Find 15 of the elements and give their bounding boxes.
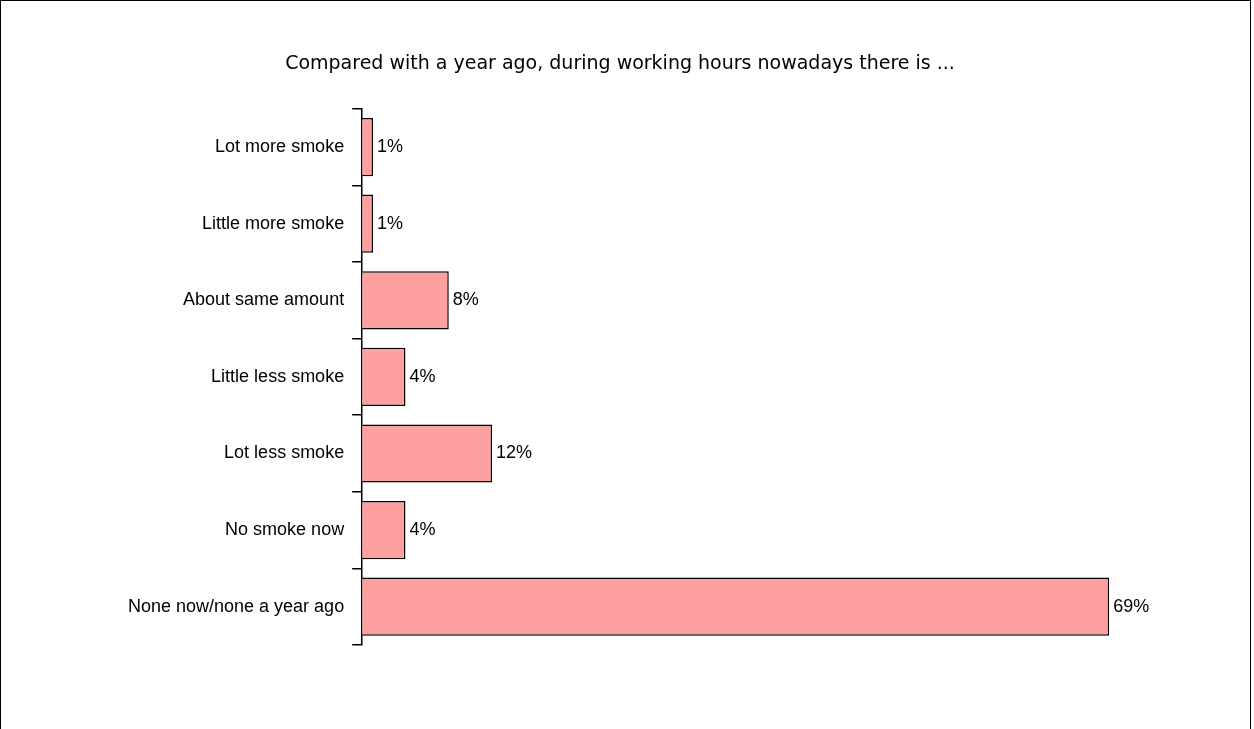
y-tick-label: No smoke now	[225, 519, 346, 540]
data-label: 4%	[409, 519, 436, 540]
y-tick-label: Lot less smoke	[224, 442, 345, 463]
chart-title: Compared with a year ago, during working hours nowadays there is ...	[285, 51, 955, 74]
y-tick-label: Lot more smoke	[215, 136, 345, 157]
data-label: 4%	[409, 365, 436, 386]
data-label: 1%	[376, 136, 403, 157]
y-tick-label: Little less smoke	[211, 365, 345, 386]
y-tick-label: Little more smoke	[202, 212, 345, 233]
data-label: 8%	[452, 289, 479, 310]
data-label: 12%	[496, 442, 533, 463]
data-label: 69%	[1113, 595, 1150, 616]
data-label: 1%	[376, 212, 403, 233]
y-tick-label: About same amount	[183, 289, 345, 310]
y-tick-label: None now/none a year ago	[127, 595, 345, 616]
